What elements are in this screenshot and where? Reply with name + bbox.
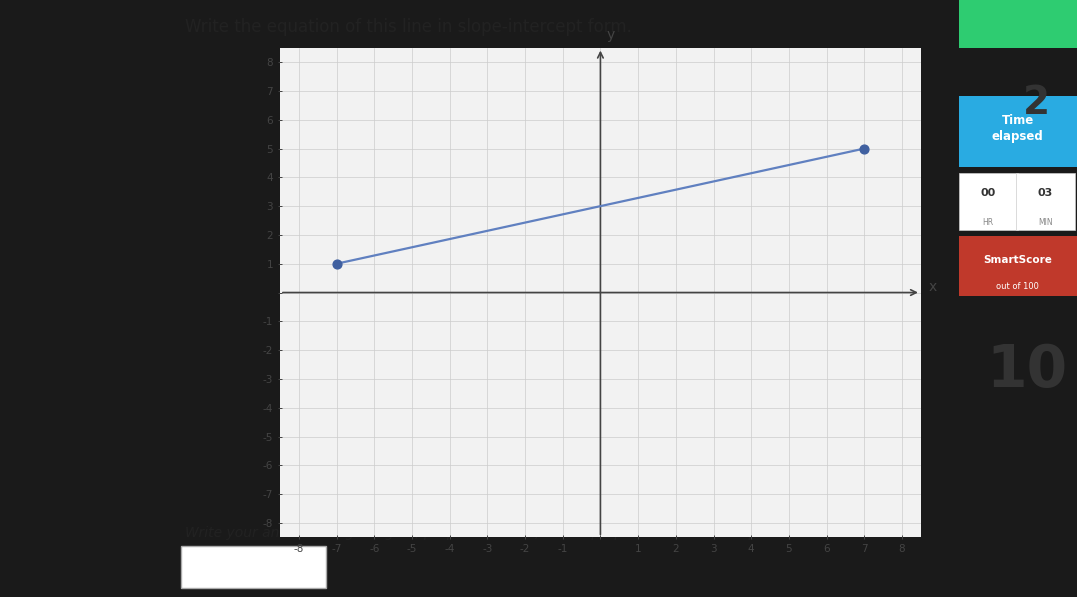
- Text: Write your answer using integers, proper fractions, and improper fractions in si: Write your answer using integers, proper…: [185, 527, 824, 540]
- Text: 2: 2: [1022, 84, 1050, 122]
- Text: x: x: [928, 280, 937, 294]
- Point: [855, 144, 872, 153]
- FancyBboxPatch shape: [959, 0, 1077, 48]
- FancyBboxPatch shape: [1016, 173, 1075, 230]
- Text: 00: 00: [981, 189, 996, 198]
- FancyBboxPatch shape: [181, 546, 326, 588]
- Text: out of 100: out of 100: [996, 282, 1039, 291]
- Text: y: y: [606, 28, 614, 42]
- Text: Time
elapsed: Time elapsed: [992, 114, 1044, 143]
- Text: SmartScore: SmartScore: [983, 255, 1052, 264]
- Text: MIN: MIN: [1038, 217, 1053, 227]
- Text: 03: 03: [1038, 189, 1053, 198]
- Text: HR: HR: [982, 217, 994, 227]
- FancyBboxPatch shape: [959, 173, 1018, 230]
- Text: Write the equation of this line in slope-intercept form.: Write the equation of this line in slope…: [185, 18, 632, 36]
- Text: 10: 10: [987, 341, 1067, 399]
- Point: [327, 259, 345, 269]
- FancyBboxPatch shape: [959, 96, 1077, 167]
- FancyBboxPatch shape: [959, 236, 1077, 296]
